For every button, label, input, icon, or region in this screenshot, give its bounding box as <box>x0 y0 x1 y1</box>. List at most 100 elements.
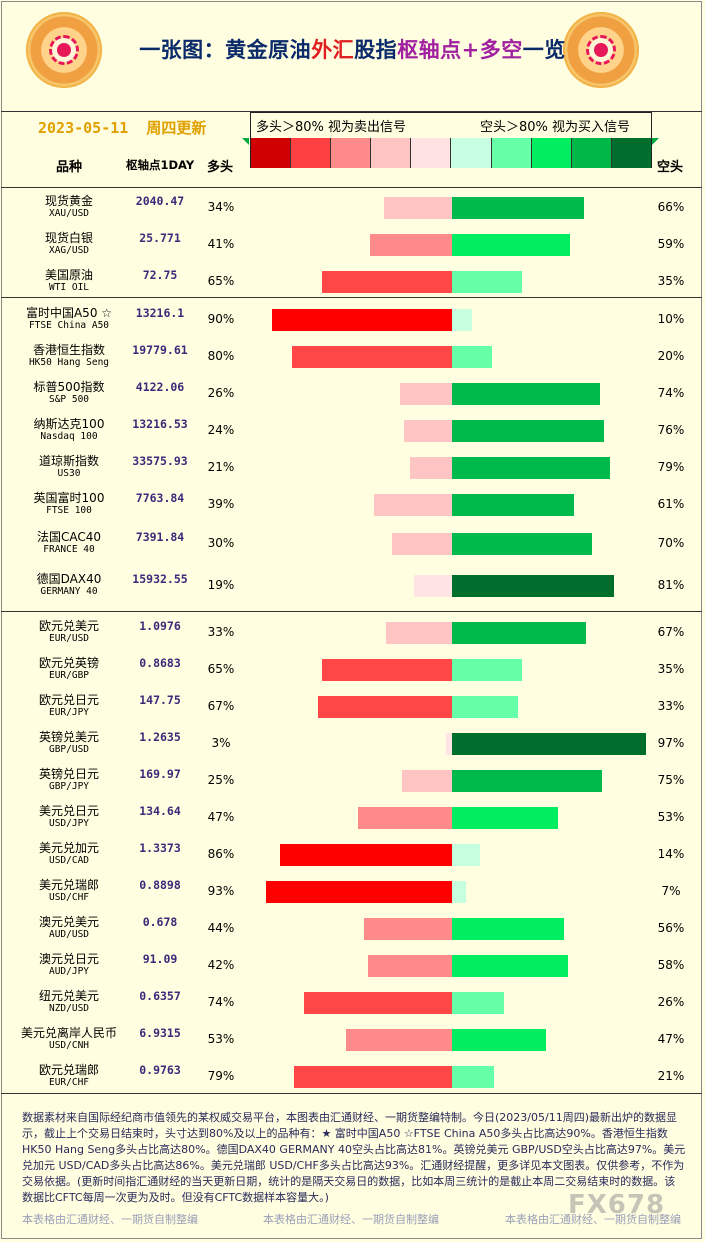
short-percent-label: 21% <box>657 1068 685 1083</box>
legend-short-text: 空头＞80% 视为买入信号 <box>480 120 631 135</box>
short-bar <box>452 493 574 516</box>
table-row: 美元兑加元 USD/CAD 1.3373 86% 14% <box>0 836 705 873</box>
col-header-short: 空头 <box>657 160 684 175</box>
table-row: 纽元兑美元 NZD/USD 0.6357 74% 26% <box>0 984 705 1021</box>
instrument-cn-label: 英镑兑日元 <box>38 766 99 781</box>
pivot-value: 0.9763 <box>139 1062 181 1077</box>
chart-title: 一张图：黄金原油外汇股指枢轴点+多空一览 <box>139 37 566 62</box>
scale-swatch <box>610 138 651 168</box>
table-row: 美元兑瑞郎 USD/CHF 0.8898 93% 7% <box>0 873 705 910</box>
pivot-value: 1.2635 <box>139 729 181 744</box>
short-bar <box>452 575 614 597</box>
short-bar <box>452 917 564 940</box>
long-bar <box>392 533 452 555</box>
group-divider <box>1 297 702 298</box>
instrument-cn-label: 欧元兑日元 <box>38 692 99 707</box>
pivot-value: 147.75 <box>139 692 181 707</box>
col-header-name: 品种 <box>56 160 83 175</box>
short-percent-label: 61% <box>657 496 685 511</box>
long-bar <box>292 345 452 368</box>
long-bar <box>386 621 452 644</box>
long-bar <box>446 732 452 755</box>
table-row: 道琼斯指数 US30 33575.93 21% 79% <box>0 449 705 486</box>
table-row: 纳斯达克100 Nasdaq 100 13216.53 24% 76% <box>0 412 705 449</box>
instrument-code-label: GBP/JPY <box>48 780 90 792</box>
instrument-code-label: WTI OIL <box>48 281 90 293</box>
instrument-code-label: GERMANY 40 <box>40 586 98 597</box>
short-bar <box>452 806 558 829</box>
instrument-cn-label: 现货白银 <box>44 230 93 245</box>
instrument-cn-label: 美元兑离岸人民币 <box>20 1025 117 1040</box>
table-row: 英镑兑日元 GBP/JPY 169.97 25% 75% <box>0 762 705 799</box>
short-bar <box>452 1065 494 1088</box>
short-percent-label: 76% <box>657 422 685 437</box>
short-bar <box>452 769 602 792</box>
short-percent-label: 47% <box>657 1031 685 1046</box>
instrument-name: 香港恒生指数 HK50 Hang Seng <box>14 343 124 369</box>
long-percent-label: 26% <box>207 385 235 400</box>
long-bar <box>402 769 452 792</box>
instrument-cn-label: 纳斯达克100 <box>33 416 105 431</box>
long-bar <box>358 806 452 829</box>
long-bar <box>322 658 452 681</box>
short-bar <box>452 233 570 256</box>
instrument-cn-label: 美元兑日元 <box>38 803 99 818</box>
table-row: 德国DAX40 GERMANY 40 15932.55 19% 81% <box>0 565 705 607</box>
short-percent-label: 79% <box>657 459 685 474</box>
instrument-cn-label: 欧元兑瑞郎 <box>38 1062 99 1077</box>
long-bar <box>404 419 452 442</box>
long-bar <box>318 695 452 718</box>
long-percent-label: 30% <box>207 536 235 550</box>
table-row: 英镑兑美元 GBP/USD 1.2635 3% 97% <box>0 725 705 762</box>
short-percent-label: 56% <box>657 920 685 935</box>
short-bar <box>452 196 584 219</box>
pivot-value: 6.9315 <box>139 1025 181 1040</box>
instrument-code-label: USD/CHF <box>48 891 90 903</box>
table-row: 澳元兑日元 AUD/JPY 91.09 42% 58% <box>0 947 705 984</box>
long-percent-label: 93% <box>207 883 235 898</box>
long-bar <box>304 991 452 1014</box>
table-row: 香港恒生指数 HK50 Hang Seng 19779.61 80% 20% <box>0 338 705 375</box>
long-bar <box>266 880 452 903</box>
pivot-value: 19779.61 <box>132 342 188 357</box>
short-bar <box>452 345 492 368</box>
short-percent-label: 58% <box>657 957 685 972</box>
instrument-name: 富时中国A50 ☆ FTSE China A50 <box>14 306 124 332</box>
credit-right: 本表格由汇通财经、一期货自制整编 <box>505 1213 681 1226</box>
corner-marker-left <box>242 138 249 145</box>
instrument-name: 德国DAX40 GERMANY 40 <box>14 572 124 598</box>
scale-swatch <box>570 138 611 168</box>
group-divider <box>1 611 702 612</box>
instrument-name: 英镑兑美元 GBP/USD <box>14 730 124 756</box>
update-date: 2023-05-11 周四更新 <box>38 119 207 137</box>
pivot-value: 2040.47 <box>135 193 185 208</box>
instrument-code-label: EUR/GBP <box>48 669 90 681</box>
pivot-value: 0.678 <box>142 914 178 929</box>
scale-swatch <box>410 138 451 168</box>
instrument-code-label: FRANCE 40 <box>43 544 95 555</box>
instrument-cn-label: 道琼斯指数 <box>38 453 99 468</box>
long-percent-label: 79% <box>207 1068 235 1083</box>
short-percent-label: 53% <box>657 809 685 824</box>
instrument-code-label: USD/CNH <box>48 1039 90 1051</box>
table-bottom-divider <box>1 1093 702 1094</box>
pivot-value: 25.771 <box>139 230 181 245</box>
instrument-code-label: XAG/USD <box>48 244 90 256</box>
instrument-cn-label: 欧元兑英镑 <box>38 655 99 670</box>
instrument-name: 标普500指数 S&P 500 <box>14 380 124 406</box>
credit-center: 本表格由汇通财经、一期货自制整编 <box>263 1213 439 1226</box>
long-percent-label: 67% <box>207 698 235 713</box>
instrument-code-label: AUD/JPY <box>48 965 90 977</box>
table-row: 标普500指数 S&P 500 4122.06 26% 74% <box>0 375 705 412</box>
instrument-name: 欧元兑美元 EUR/USD <box>14 619 124 645</box>
long-bar <box>370 233 452 256</box>
instrument-code-label: USD/JPY <box>48 817 90 829</box>
short-bar <box>452 308 472 331</box>
table-row: 美元兑日元 USD/JPY 134.64 47% 53% <box>0 799 705 836</box>
long-bar <box>346 1028 452 1051</box>
instrument-code-label: Nasdaq 100 <box>40 430 98 442</box>
table-row: 欧元兑英镑 EUR/GBP 0.8683 65% 35% <box>0 651 705 688</box>
table-row: 欧元兑瑞郎 EUR/CHF 0.9763 79% 21% <box>0 1058 705 1095</box>
long-bar <box>364 917 452 940</box>
long-bar <box>374 493 452 516</box>
